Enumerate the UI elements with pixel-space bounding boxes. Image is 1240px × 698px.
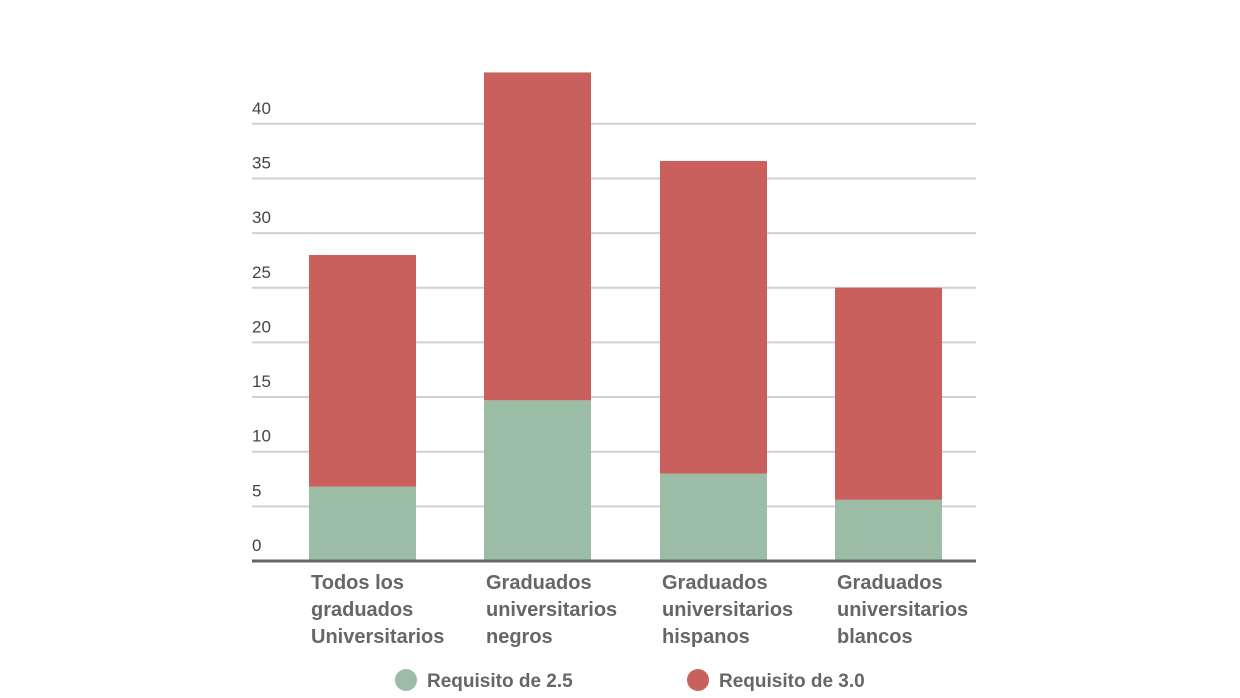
y-tick-label: 35 [252, 153, 271, 172]
x-category-label: Graduados universitarios negros [486, 572, 617, 648]
y-tick-label: 30 [252, 208, 271, 227]
y-tick-label: 5 [252, 481, 261, 500]
x-category-label-line: Graduados [837, 572, 943, 594]
legend-swatch [395, 669, 417, 691]
bar-segment-3-0 [660, 160, 767, 474]
legend-swatch [687, 669, 709, 691]
x-category-label-line: universitarios [486, 599, 617, 621]
x-category-label-line: graduados [311, 599, 413, 621]
y-tick-label: 20 [252, 317, 271, 336]
x-category-label-line: Universitarios [311, 626, 444, 648]
x-category-label-line: universitarios [662, 599, 793, 621]
y-tick-label: 0 [252, 536, 261, 555]
bar-segment-3-0 [309, 254, 416, 487]
x-category-label: Graduados universitarios hispanos [662, 572, 793, 648]
x-category-label-line: blancos [837, 626, 913, 648]
x-category-label-line: Graduados [486, 572, 592, 594]
y-tick-label: 15 [252, 372, 271, 391]
legend-label: Requisito de 3.0 [719, 671, 865, 692]
bar-segment-2-5 [660, 473, 767, 561]
bar-segment-2-5 [309, 486, 416, 561]
x-category-label-line: Graduados [662, 572, 768, 594]
bar-segment-3-0 [835, 287, 942, 500]
x-category-label-line: negros [486, 626, 553, 648]
legend-label: Requisito de 2.5 [427, 671, 573, 692]
bar-segment-3-0 [484, 72, 591, 401]
x-category-label-line: universitarios [837, 599, 968, 621]
x-category-label-line: Todos los [311, 572, 404, 594]
bar-segment-2-5 [835, 499, 942, 561]
bar-segment-2-5 [484, 400, 591, 561]
x-category-label-line: hispanos [662, 626, 750, 648]
y-tick-label: 40 [252, 99, 271, 118]
x-category-label: Graduados universitarios blancos [837, 572, 968, 648]
y-tick-label: 10 [252, 427, 271, 446]
x-category-label: Todos los graduados Universitarios [311, 572, 444, 648]
y-tick-label: 25 [252, 263, 271, 282]
